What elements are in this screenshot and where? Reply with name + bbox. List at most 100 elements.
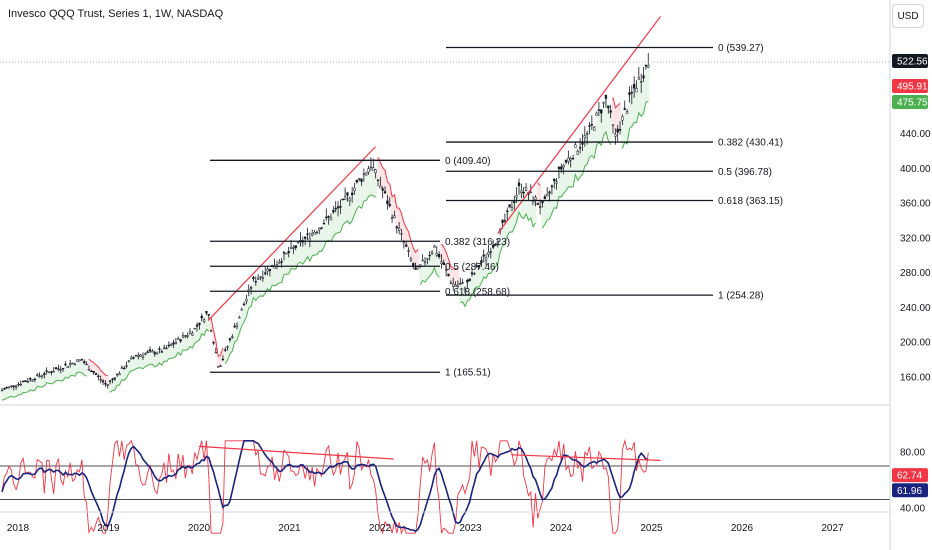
candle-body bbox=[104, 383, 107, 385]
candle-body bbox=[214, 352, 217, 354]
candle-body bbox=[73, 363, 76, 366]
candle-body bbox=[146, 351, 149, 353]
last-price-badge-text: 522.56 bbox=[897, 57, 928, 68]
candle-body bbox=[510, 207, 514, 211]
candle-body bbox=[562, 164, 565, 168]
candle-body bbox=[534, 197, 537, 200]
candle-body bbox=[426, 258, 429, 260]
candle-body bbox=[325, 216, 328, 219]
rsi-value-badge bbox=[892, 468, 928, 483]
candle-body bbox=[26, 380, 30, 383]
candle-body bbox=[419, 264, 422, 266]
candle-body bbox=[614, 134, 617, 137]
candle-body bbox=[623, 108, 626, 110]
candle-body bbox=[322, 222, 326, 225]
candle-body bbox=[611, 124, 615, 126]
candle-body bbox=[531, 201, 535, 205]
candle-body bbox=[12, 385, 15, 388]
candle-body bbox=[409, 258, 413, 261]
candle-body bbox=[395, 226, 398, 229]
candle-body bbox=[66, 366, 69, 369]
price-tick-label: 240.00 bbox=[900, 303, 931, 314]
candle-body bbox=[113, 377, 116, 380]
candle-body bbox=[513, 201, 516, 203]
candle-body bbox=[280, 261, 283, 263]
candle-body bbox=[468, 278, 471, 281]
candle-body bbox=[640, 81, 643, 83]
candle-body bbox=[160, 351, 163, 353]
candle-body bbox=[76, 359, 79, 362]
candle-body bbox=[43, 373, 46, 376]
fib-level-label: 0.382 (430.41) bbox=[718, 138, 783, 149]
candle-body bbox=[355, 179, 359, 183]
candle-body bbox=[80, 359, 84, 361]
candle-body bbox=[3, 388, 6, 390]
candle-body bbox=[383, 191, 387, 194]
candle-body bbox=[238, 317, 241, 319]
candle-body bbox=[47, 371, 51, 373]
time-tick-label: 2019 bbox=[97, 523, 120, 534]
candle-body bbox=[442, 262, 445, 265]
candle-body bbox=[351, 192, 354, 196]
candle-body bbox=[132, 357, 135, 359]
candle-body bbox=[57, 368, 60, 370]
candle-body bbox=[588, 125, 591, 127]
candle-body bbox=[367, 168, 370, 173]
candle-body bbox=[358, 178, 361, 180]
candle-body bbox=[515, 195, 518, 198]
candle-body bbox=[320, 227, 323, 229]
time-tick-label: 2022 bbox=[369, 523, 392, 534]
candle-body bbox=[630, 91, 633, 94]
time-tick-label: 2027 bbox=[821, 523, 844, 534]
candle-body bbox=[386, 200, 389, 205]
candle-body bbox=[369, 166, 373, 169]
candle-body bbox=[285, 252, 288, 255]
candle-body bbox=[254, 281, 257, 283]
candle-body bbox=[118, 373, 121, 376]
candle-body bbox=[590, 123, 594, 126]
candle-body bbox=[560, 166, 563, 170]
candle-body bbox=[633, 83, 636, 89]
candle-body bbox=[543, 196, 547, 200]
candle-body bbox=[362, 173, 366, 176]
stop-green-badge-text: 475.75 bbox=[897, 98, 928, 109]
candle-body bbox=[141, 355, 145, 358]
candle-body bbox=[163, 347, 166, 349]
fib-level-label: 1 (165.51) bbox=[445, 368, 491, 379]
fib-level-label: 0.5 (396.78) bbox=[718, 167, 772, 178]
candle-body bbox=[177, 338, 180, 340]
candle-body bbox=[644, 65, 648, 67]
candle-body bbox=[158, 348, 161, 350]
candle-body bbox=[188, 331, 192, 334]
candle-body bbox=[40, 375, 44, 378]
time-tick-label: 2026 bbox=[731, 523, 754, 534]
candle-body bbox=[390, 217, 394, 219]
candle-body bbox=[456, 284, 460, 287]
candle-body bbox=[517, 182, 521, 187]
rsi-tick-label: 80.00 bbox=[900, 448, 925, 459]
candle-body bbox=[459, 283, 462, 285]
currency-button[interactable]: USD bbox=[892, 4, 924, 28]
candle-body bbox=[604, 94, 608, 99]
candle-body bbox=[447, 273, 450, 277]
candle-body bbox=[210, 330, 213, 332]
candle-body bbox=[388, 203, 391, 207]
candle-body bbox=[336, 206, 340, 209]
candle-body bbox=[489, 251, 492, 253]
candle-body bbox=[233, 325, 236, 328]
candle-body bbox=[327, 216, 330, 218]
candle-body bbox=[609, 110, 612, 113]
rsi-ma-value-badge-text: 61.96 bbox=[897, 486, 922, 497]
candle-body bbox=[407, 250, 410, 252]
candle-body bbox=[576, 151, 579, 155]
stop-red-badge-text: 495.91 bbox=[897, 82, 928, 93]
candle-body bbox=[155, 352, 159, 355]
candle-body bbox=[616, 128, 619, 133]
candle-body bbox=[360, 178, 363, 182]
candle-body bbox=[583, 135, 586, 138]
candle-body bbox=[503, 220, 507, 222]
candle-body bbox=[315, 231, 319, 234]
candle-body bbox=[393, 215, 396, 219]
rsi-tick-label: 40.00 bbox=[900, 504, 925, 515]
